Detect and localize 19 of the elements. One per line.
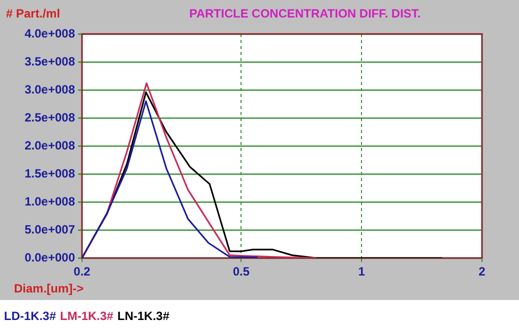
x-tick-label: 0.2 <box>74 264 91 279</box>
y-tick-label: 1.0e+008 <box>24 194 76 208</box>
y-tick-label: 5.0e+007 <box>24 222 76 236</box>
y-tick-label: 4.0e+008 <box>24 26 76 40</box>
x-tick-label: 0.5 <box>232 264 250 279</box>
chart-title: PARTICLE CONCENTRATION DIFF. DIST. <box>189 6 421 20</box>
text: LD-1K.3# <box>4 309 56 323</box>
x-tick-label: 1 <box>358 264 366 279</box>
text: LN-1K.3# <box>117 309 170 323</box>
x-axis-title: Diam.[um]-> <box>14 281 84 296</box>
y-axis-title: # Part./ml <box>6 6 60 20</box>
y-tick-label: 0.0e+000 <box>24 250 76 264</box>
y-tick-label: 2.0e+008 <box>24 138 76 152</box>
y-tick-label: 1.5e+008 <box>24 166 76 180</box>
y-tick-label: 2.5e+008 <box>24 110 76 124</box>
y-tick-label: 3.0e+008 <box>24 82 76 96</box>
y-tick-label: 3.5e+008 <box>24 54 76 68</box>
x-tick-label: 2 <box>478 264 486 279</box>
text: LM-1K.3# <box>60 309 114 323</box>
